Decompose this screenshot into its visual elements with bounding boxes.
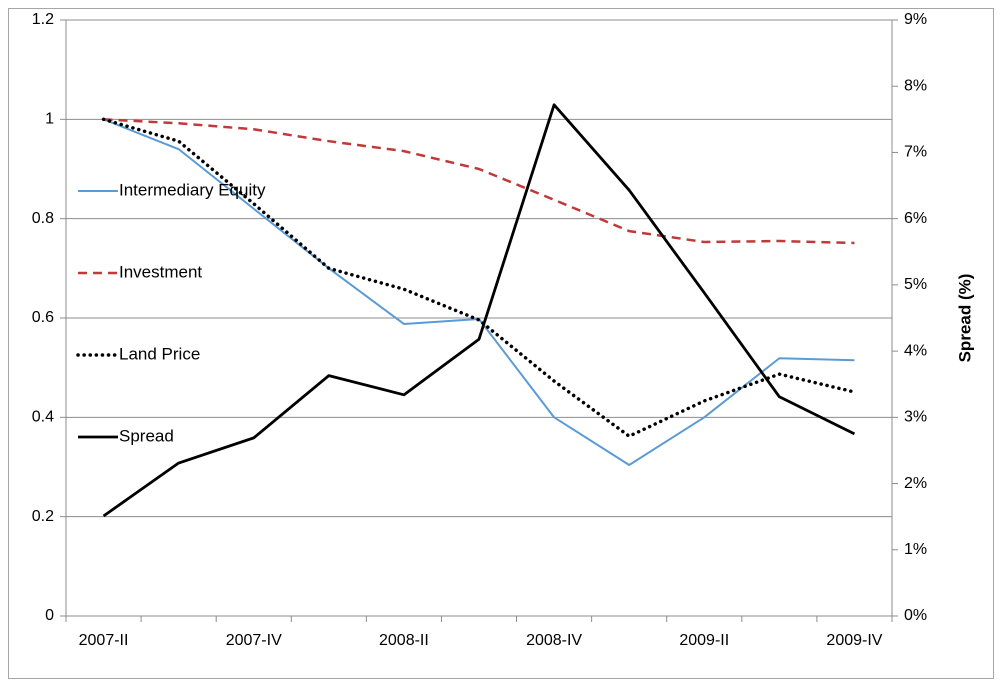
x-tick-label: 2009-IV [826,632,882,649]
y-tick-label: 1.2 [32,11,54,28]
chart-frame [8,8,994,679]
y2-tick-label: 8% [904,77,927,94]
x-tick-label: 2008-II [379,632,429,649]
x-tick-label: 2007-II [79,632,129,649]
legend: Intermediary Equity Investment Land Price S… [76,180,266,445]
y-tick-label: 0 [45,607,54,624]
y2-tick-label: 0% [904,607,927,624]
legend-label: Spread [119,426,174,445]
y-tick-label: 0.6 [32,309,54,326]
y-tick-label: 0.2 [32,508,54,525]
x-tick-label: 2009-II [679,632,729,649]
y2-tick-label: 3% [904,409,927,426]
y2-tick-label: 1% [904,541,927,558]
y-tick-label: 1 [45,111,54,128]
y2-tick-label: 6% [904,210,927,227]
x-tick-label: 2007-IV [226,632,282,649]
y2-tick-label: 2% [904,475,927,492]
y-tick-label: 0.8 [32,210,54,227]
y2-tick-label: 7% [904,144,927,161]
legend-label: Land Price [119,344,200,363]
y2-tick-label: 4% [904,342,927,359]
y2-tick-label: 9% [904,11,927,28]
legend-label: Investment [119,262,202,281]
series-line [103,118,855,245]
series-line [101,117,857,438]
y2-tick-label: 5% [904,276,927,293]
y2-axis-title: Spread (%) [955,274,974,363]
series-line [102,103,856,518]
x-tick-label: 2008-IV [526,632,582,649]
legend-label: Intermediary Equity [119,180,266,199]
y-tick-label: 0.4 [32,409,54,426]
